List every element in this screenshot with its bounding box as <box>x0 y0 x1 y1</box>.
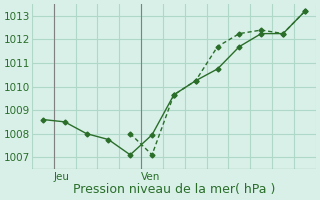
Text: Jeu: Jeu <box>54 172 70 182</box>
Text: Ven: Ven <box>141 172 161 182</box>
X-axis label: Pression niveau de la mer( hPa ): Pression niveau de la mer( hPa ) <box>73 183 275 196</box>
